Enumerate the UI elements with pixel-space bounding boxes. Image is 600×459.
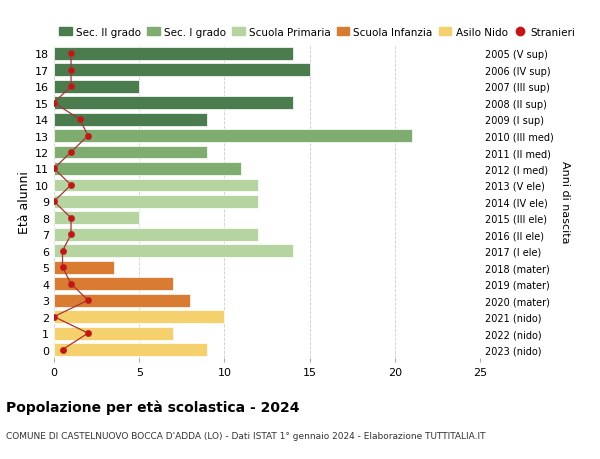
- Bar: [54, 97, 293, 110]
- Bar: [54, 245, 293, 257]
- Bar: [54, 146, 208, 159]
- Bar: [54, 162, 241, 175]
- Bar: [54, 113, 208, 126]
- Bar: [54, 311, 224, 323]
- Bar: [54, 64, 310, 77]
- Bar: [54, 81, 139, 93]
- Text: COMUNE DI CASTELNUOVO BOCCA D'ADDA (LO) - Dati ISTAT 1° gennaio 2024 - Elaborazi: COMUNE DI CASTELNUOVO BOCCA D'ADDA (LO) …: [6, 431, 485, 441]
- Bar: [54, 212, 139, 225]
- Bar: [54, 278, 173, 291]
- Legend: Sec. II grado, Sec. I grado, Scuola Primaria, Scuola Infanzia, Asilo Nido, Stran: Sec. II grado, Sec. I grado, Scuola Prim…: [59, 28, 575, 38]
- Text: Popolazione per età scolastica - 2024: Popolazione per età scolastica - 2024: [6, 399, 299, 414]
- Bar: [54, 130, 412, 143]
- Y-axis label: Età alunni: Età alunni: [18, 171, 31, 233]
- Bar: [54, 48, 293, 61]
- Bar: [54, 261, 113, 274]
- Bar: [54, 294, 190, 307]
- Bar: [54, 229, 259, 241]
- Bar: [54, 343, 208, 356]
- Bar: [54, 179, 259, 192]
- Y-axis label: Anni di nascita: Anni di nascita: [560, 161, 570, 243]
- Bar: [54, 196, 259, 208]
- Bar: [54, 327, 173, 340]
